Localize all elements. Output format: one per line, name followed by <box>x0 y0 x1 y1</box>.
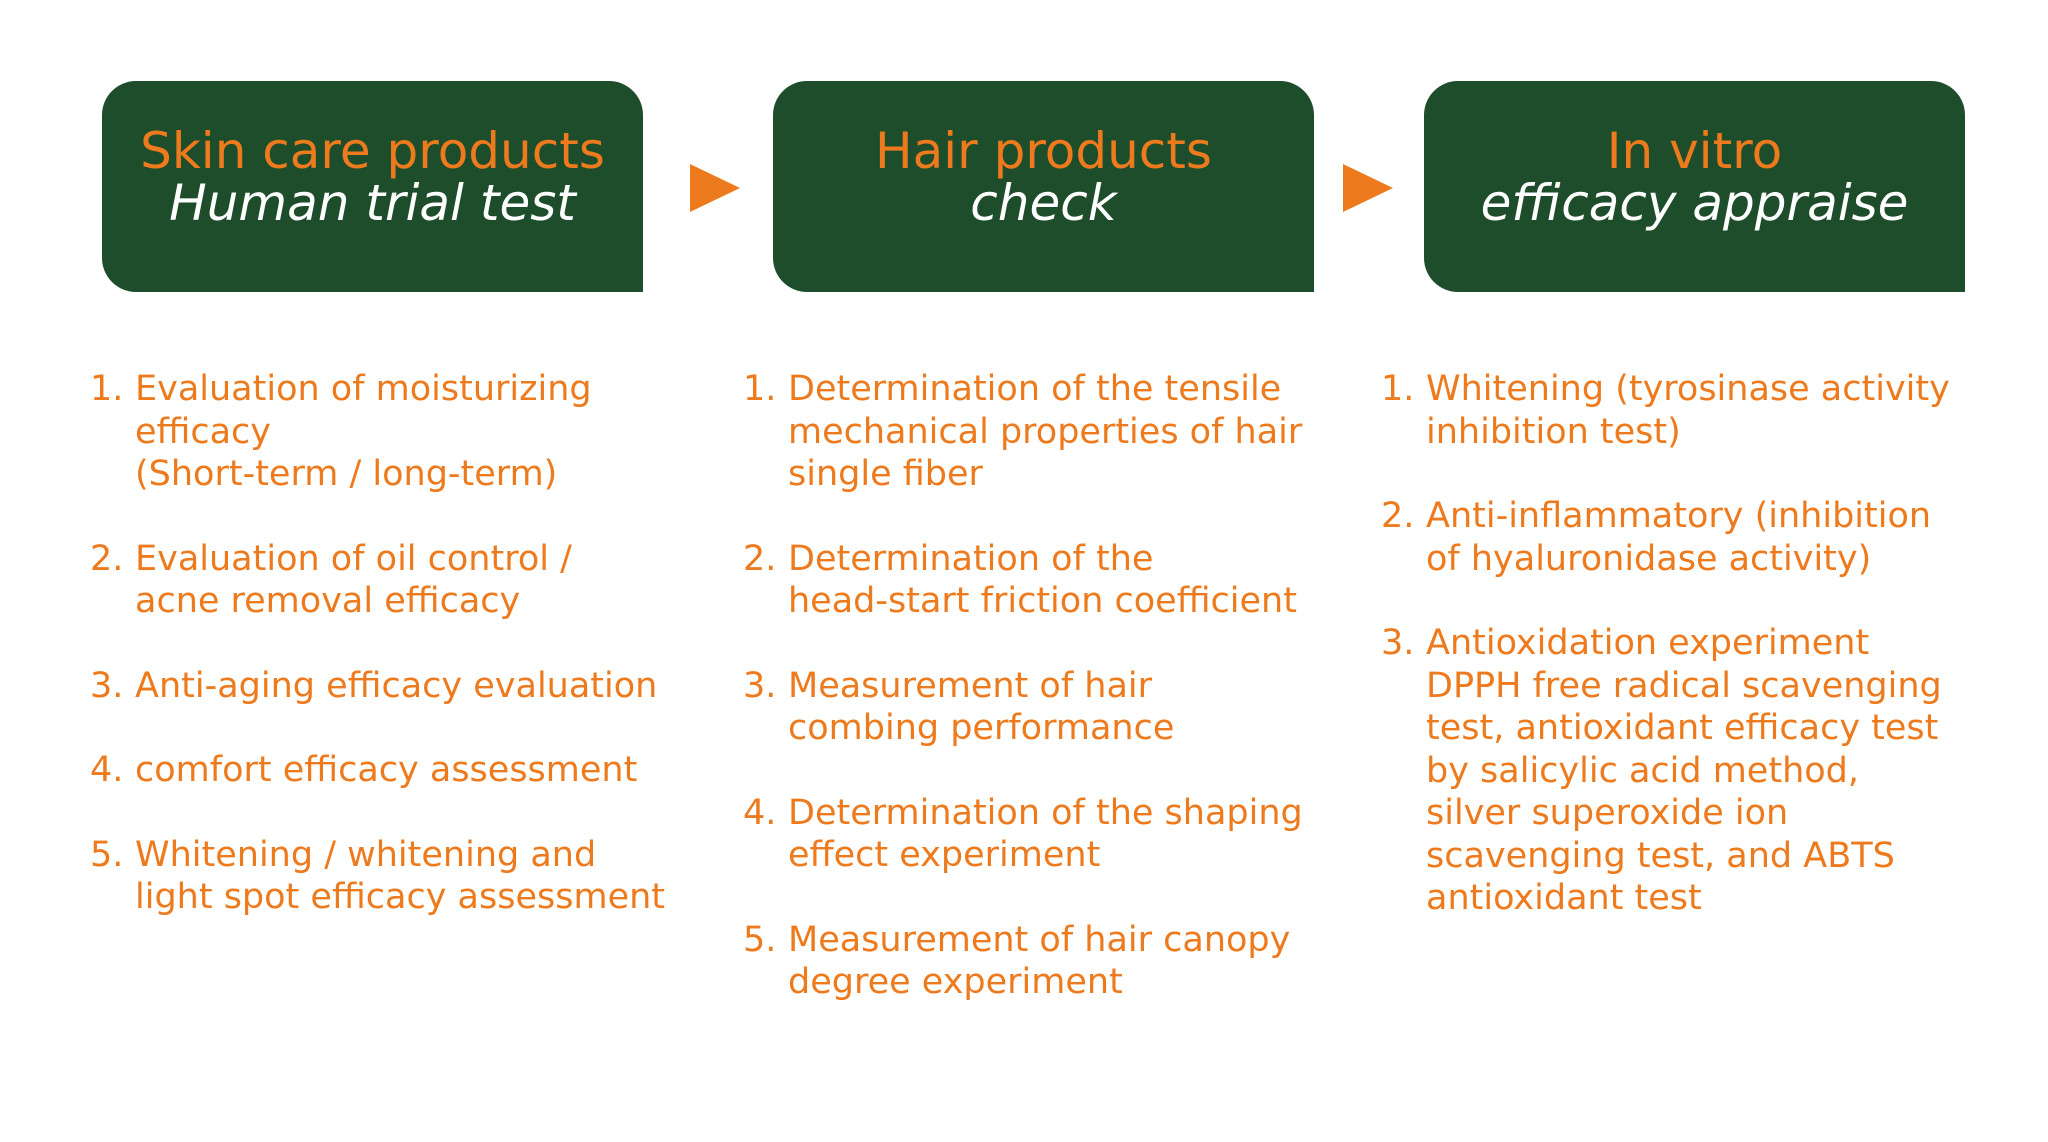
item-number: 5. <box>90 834 124 875</box>
item-text-line: Antioxidation experiment <box>1426 623 1870 663</box>
item-text-line: Measurement of hair <box>788 665 1153 706</box>
item-text-line: by salicylic acid method, <box>1426 750 1860 791</box>
item-number: 1. <box>1381 369 1415 409</box>
stage-subtitle: Human trial test <box>169 173 576 232</box>
stage-box-skin-care: Skin care products Human trial test <box>102 81 643 292</box>
stage-box-hair-products: Hair products check <box>773 81 1314 292</box>
item-text: Antioxidation experiment DPPH free radica… <box>1426 622 1942 920</box>
item-text-line: effect experiment <box>788 835 1101 875</box>
item-text: Determination of the head-start friction … <box>788 538 1297 623</box>
item-text: Anti-inflammatory (inhibition of hyaluron… <box>1426 495 1931 580</box>
item-text: Evaluation of moisturizing efficacy (Short… <box>135 368 592 496</box>
item-number: 3. <box>1381 623 1415 663</box>
item-text-line: inhibition test) <box>1426 411 1681 452</box>
list-item: 1. Determination of the tensile mechanical… <box>743 368 1343 496</box>
item-text-line: light spot efficacy assessment <box>135 877 666 917</box>
item-text: Measurement of hair canopy degree experim… <box>788 919 1290 1004</box>
item-text-line: antioxidant test <box>1426 878 1702 918</box>
item-text-line: Anti-aging efficacy evaluation <box>135 665 658 706</box>
list-item: 5. Measurement of hair canopy degree exper… <box>743 919 1343 1004</box>
item-text-line: Whitening / whitening and <box>135 834 597 875</box>
item-text-line: test, antioxidant efficacy test <box>1426 708 1939 748</box>
item-number: 3. <box>743 665 777 706</box>
list-item: 1. Evaluation of moisturizing efficacy (Sho… <box>90 368 690 496</box>
list-item: 2. Determination of the head-start frictio… <box>743 538 1343 623</box>
stage-box-in-vitro: In vitro efficacy appraise <box>1424 81 1965 292</box>
item-number: 2. <box>90 538 124 579</box>
item-text: Whitening (tyrosinase activity inhibition… <box>1426 368 1950 453</box>
item-text: Anti-aging efficacy evaluation <box>135 665 657 708</box>
item-text-line: silver superoxide ion <box>1426 793 1789 833</box>
item-text-line: mechanical properties of hair <box>788 411 1303 452</box>
hair-products-test-list: 1. Determination of the tensile mechanical… <box>743 368 1343 1046</box>
item-text: Measurement of hair combing performance <box>788 665 1174 750</box>
stage-subtitle: check <box>970 173 1117 232</box>
item-text-line: combing performance <box>788 708 1175 748</box>
item-number: 1. <box>90 369 124 409</box>
list-item: 1. Whitening (tyrosinase activity inhibiti… <box>1381 368 2021 453</box>
item-text: Whitening / whitening and light spot effi… <box>135 834 665 919</box>
list-item: 3. Measurement of hair combing performance <box>743 665 1343 750</box>
item-text-line: DPPH free radical scavenging <box>1426 665 1942 706</box>
stage-title: Skin care products <box>140 121 605 180</box>
item-text-line: (Short-term / long-term) <box>135 454 558 494</box>
list-item: 3. Anti-aging efficacy evaluation <box>90 665 690 708</box>
item-text-line: acne removal efficacy <box>135 581 521 621</box>
item-number: 4. <box>743 792 777 833</box>
item-text-line: Anti-inflammatory (inhibition <box>1426 496 1932 536</box>
item-text-line: comfort efficacy assessment <box>135 750 638 790</box>
item-number: 5. <box>743 919 777 960</box>
skin-care-test-list: 1. Evaluation of moisturizing efficacy (Sho… <box>90 368 690 961</box>
in-vitro-test-list: 1. Whitening (tyrosinase activity inhibiti… <box>1381 368 2021 962</box>
item-text: comfort efficacy assessment <box>135 749 637 792</box>
item-text-line: Measurement of hair canopy <box>788 919 1291 960</box>
stage-title: Hair products <box>875 121 1212 180</box>
arrow-right-icon <box>1343 164 1393 212</box>
item-text-line: Determination of the tensile <box>788 369 1282 409</box>
item-text: Determination of the tensile mechanical p… <box>788 368 1302 496</box>
list-item: 4. comfort efficacy assessment <box>90 749 690 792</box>
item-number: 3. <box>90 665 124 706</box>
item-text-line: Evaluation of moisturizing <box>135 369 592 409</box>
item-text-line: Determination of the <box>788 538 1154 579</box>
item-number: 2. <box>743 538 777 579</box>
item-text-line: single fiber <box>788 454 983 494</box>
item-text-line: Evaluation of oil control / <box>135 538 572 579</box>
item-text-line: head-start friction coefficient <box>788 581 1297 621</box>
item-text-line: Determination of the shaping <box>788 792 1303 833</box>
stage-title: In vitro <box>1606 121 1783 180</box>
list-item: 2. Anti-inflammatory (inhibition of hyalur… <box>1381 495 2021 580</box>
list-item: 3. Antioxidation experiment DPPH free radi… <box>1381 622 2021 920</box>
item-text: Determination of the shaping effect exper… <box>788 792 1303 877</box>
item-text-line: of hyaluronidase activity) <box>1426 538 1872 579</box>
item-number: 4. <box>90 750 124 790</box>
list-item: 5. Whitening / whitening and light spot ef… <box>90 834 690 919</box>
stage-subtitle: efficacy appraise <box>1480 173 1909 232</box>
item-text-line: degree experiment <box>788 962 1123 1002</box>
item-text-line: Whitening (tyrosinase activity <box>1426 369 1950 409</box>
list-item: 4. Determination of the shaping effect exp… <box>743 792 1343 877</box>
item-text: Evaluation of oil control / acne removal … <box>135 538 572 623</box>
item-number: 1. <box>743 369 777 409</box>
item-text-line: scavenging test, and ABTS <box>1426 835 1895 876</box>
list-item: 2. Evaluation of oil control / acne remova… <box>90 538 690 623</box>
arrow-right-icon <box>690 164 740 212</box>
item-text-line: efficacy <box>135 411 272 452</box>
item-number: 2. <box>1381 496 1415 536</box>
